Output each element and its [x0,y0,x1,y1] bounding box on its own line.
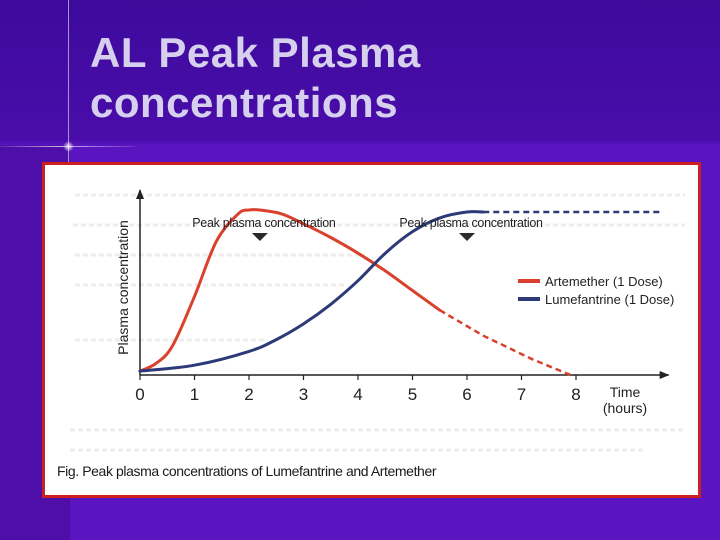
x-tick-label: 5 [408,385,417,404]
plasma-concentration-chart: 0 1 2 3 4 5 6 7 8 Plasma concentration Time(hours)… [70,189,685,452]
x-tick-label: 4 [353,385,362,404]
lumefantrine-curve-solid [138,210,485,373]
chart-series [138,207,664,377]
peak-marker-triangle-icon [459,233,475,241]
legend-label: Artemether (1 Dose) [545,274,663,289]
figure-frame: 0 1 2 3 4 5 6 7 8 Plasma concentration Time (hours)… [42,162,701,498]
x-tick-label: 3 [299,385,308,404]
legend-label: Lumefantrine (1 Dose) [545,292,674,307]
chart-annotations: Peak plasma concentration Peak plasma con… [192,216,543,241]
peak-marker-triangle-icon [251,233,268,241]
artemether-curve-solid [138,207,442,373]
slide-title-line2: concentrations [90,79,399,126]
decorative-sparkle-icon [63,141,74,152]
peak-annotation-label: Peak plasma concentration [399,216,543,230]
x-tick-label: 0 [135,385,144,404]
artemether-curve-dashed [439,309,571,377]
x-tick-label: 2 [244,385,253,404]
x-tick-label: 6 [462,385,471,404]
faint-background-text [70,193,685,452]
y-axis-label: Plasma concentration [115,220,131,355]
decorative-vertical-line [68,0,69,175]
x-tick-label: 7 [517,385,526,404]
chart-axes: 0 1 2 3 4 5 6 7 8 Plasma concentration Time(hours) [115,189,670,416]
x-tick-label: 8 [571,385,580,404]
x-axis-label-line1: Time [610,384,641,400]
slide-title-line1: AL Peak Plasma [90,29,421,76]
peak-annotation-label: Peak plasma concentration [192,216,336,230]
x-axis-label-line2: (hours) [603,400,647,416]
slide-title: AL Peak Plasma concentrations [90,28,690,128]
figure-caption: Fig. Peak plasma concentrations of Lumef… [57,463,437,479]
chart-legend: Artemether (1 Dose) Lumefantrine (1 Dose) [518,274,674,307]
x-tick-label: 1 [190,385,199,404]
